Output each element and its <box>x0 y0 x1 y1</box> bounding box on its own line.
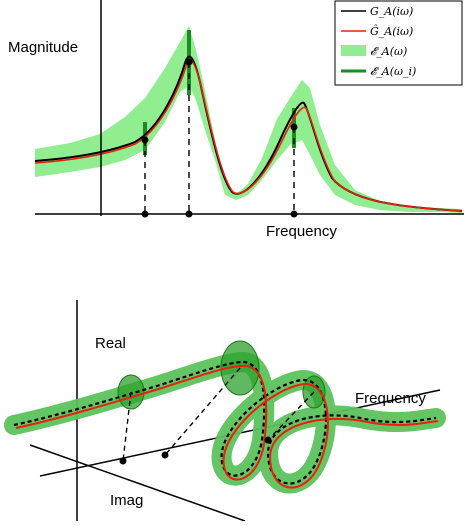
frequency-sample-dot <box>264 436 272 444</box>
projection-line <box>164 367 241 456</box>
sample-point <box>141 136 149 144</box>
estimate-3d <box>15 364 439 489</box>
legend-swatch-band <box>341 45 366 56</box>
imag-axis <box>29 444 246 522</box>
frequency-label-top: Frequency <box>266 223 337 240</box>
legend: G_A(iω) Ĝ_A(iω) 𝓔_A(ω) 𝓔_A(ω_i) <box>334 0 463 86</box>
projection-line <box>267 391 315 441</box>
true-response-3d <box>13 360 437 485</box>
frequency-label-bottom: Frequency <box>355 390 426 407</box>
legend-label-band: 𝓔_A(ω) <box>370 45 407 58</box>
imag-label: Imag <box>110 492 143 509</box>
sample-point <box>290 123 298 131</box>
real-label: Real <box>95 335 126 352</box>
frequency-sample-dot <box>161 451 169 459</box>
legend-label-true: G_A(iω) <box>370 5 413 18</box>
magnitude-plot: Magnitude Frequency <box>8 0 464 240</box>
frequency-sample-dot <box>119 457 127 465</box>
projection-line <box>122 391 132 462</box>
sample-point <box>185 58 193 66</box>
legend-label-bars: 𝓔_A(ω_i) <box>370 65 416 78</box>
legend-label-estimate: Ĝ_A(iω) <box>370 24 413 38</box>
complex-plane-plot: Real Imag Frequency <box>4 300 446 522</box>
magnitude-label: Magnitude <box>8 39 78 56</box>
estimate-curve <box>34 59 463 212</box>
